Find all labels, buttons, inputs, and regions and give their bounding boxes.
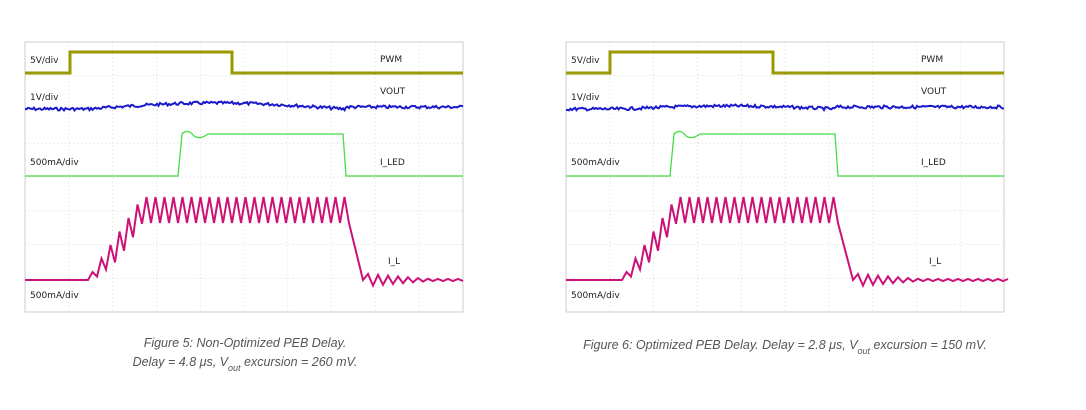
channel-scale: 5V/div <box>30 56 59 66</box>
caption-part: out <box>228 363 241 373</box>
channel-name: I_L <box>929 257 941 267</box>
channel-scale: 5V/div <box>571 56 600 66</box>
caption-part: Figure 6: Optimized PEB Delay. Delay = 2… <box>583 338 859 352</box>
channel-name: I_LED <box>380 158 405 168</box>
channel-name: PWM <box>921 55 943 65</box>
channel-name: I_LED <box>921 158 946 168</box>
channel-scale: 500mA/div <box>571 291 620 301</box>
figure: Figure 5: Non-Optimized PEB Delay. Delay… <box>24 41 464 373</box>
caption-part: excursion = 150 mV. <box>870 338 987 352</box>
channel-scale: 500mA/div <box>30 158 79 168</box>
channel-name: PWM <box>380 55 402 65</box>
caption: Delay = 4.8 μs, Vout excursion = 260 mV. <box>133 355 358 373</box>
vout-trace <box>565 103 1005 112</box>
iled-trace <box>566 130 1004 177</box>
channel-name: VOUT <box>380 87 406 97</box>
channel-scale: 1V/div <box>571 93 600 103</box>
iled-trace <box>25 130 463 177</box>
channel-name: I_L <box>388 257 400 267</box>
channel-scale: 500mA/div <box>30 291 79 301</box>
pwm-trace <box>25 50 463 75</box>
caption: Figure 5: Non-Optimized PEB Delay. <box>144 336 347 350</box>
il-trace <box>25 196 464 289</box>
caption: Figure 6: Optimized PEB Delay. Delay = 2… <box>583 338 987 356</box>
channel-scale: 1V/div <box>30 93 59 103</box>
caption-part: out <box>858 346 871 356</box>
il-trace <box>566 196 1009 289</box>
channel-scale: 500mA/div <box>571 158 620 168</box>
caption-part: Delay = 4.8 μs, V <box>133 355 230 369</box>
figure: Figure 6: Optimized PEB Delay. Delay = 2… <box>565 41 1009 356</box>
pwm-trace <box>566 50 1004 75</box>
vout-trace <box>24 100 464 113</box>
channel-name: VOUT <box>921 87 947 97</box>
caption-part: excursion = 260 mV. <box>241 355 358 369</box>
